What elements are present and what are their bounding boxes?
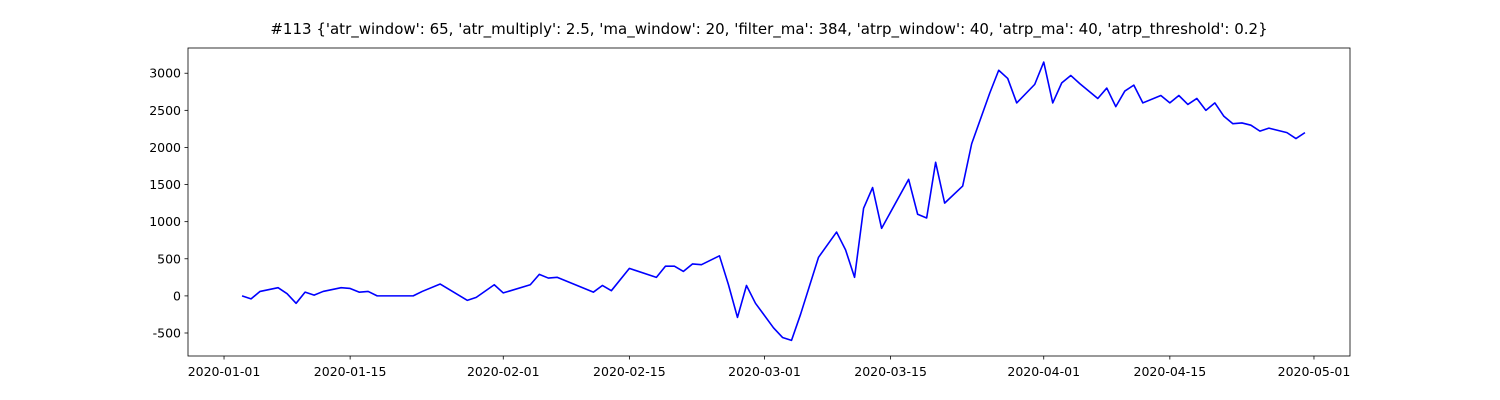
y-tick-label: 2500: [149, 103, 181, 118]
y-tick-label: 1000: [149, 214, 181, 229]
x-tick-label: 2020-04-15: [1134, 364, 1207, 379]
x-tick-label: 2020-05-01: [1278, 364, 1351, 379]
y-tick-label: -500: [153, 325, 181, 340]
plot-frame: [187, 47, 1351, 357]
x-tick-label: 2020-02-01: [467, 364, 540, 379]
y-tick-label: 3000: [149, 66, 181, 81]
x-tick-label: 2020-03-15: [854, 364, 927, 379]
x-tick-label: 2020-03-01: [728, 364, 801, 379]
y-tick-label: 500: [157, 251, 181, 266]
line: [241, 61, 1306, 342]
x-tick-label: 2020-01-01: [188, 364, 261, 379]
y-tick-label: 0: [173, 288, 181, 303]
x-tick-label: 2020-02-15: [593, 364, 666, 379]
x-tick-label: 2020-01-15: [314, 364, 387, 379]
chart-title: #113 {'atr_window': 65, 'atr_multiply': …: [270, 20, 1267, 39]
y-tick-label: 2000: [149, 140, 181, 155]
y-tick-label: 1500: [149, 177, 181, 192]
x-tick-label: 2020-04-01: [1007, 364, 1080, 379]
